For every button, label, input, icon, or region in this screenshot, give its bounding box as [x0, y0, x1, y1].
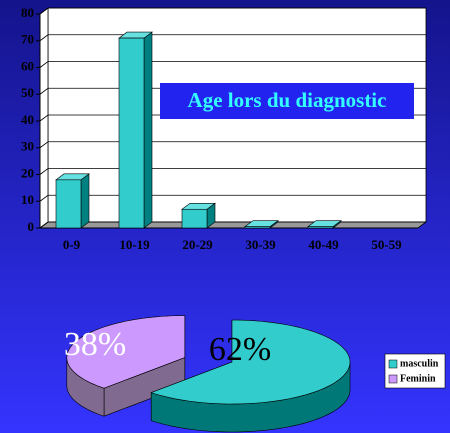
y-tick-label: 20	[21, 165, 34, 180]
bar	[55, 179, 82, 229]
bar-side	[143, 31, 153, 229]
x-tick-label: 40-49	[308, 237, 339, 252]
y-tick-label: 10	[21, 192, 34, 207]
title-box: Age lors du diagnostic	[160, 83, 414, 119]
grid-line	[39, 221, 426, 229]
pie-chart: 62% 38% masculin Feminin	[64, 315, 446, 433]
y-tick-label: 30	[21, 139, 34, 154]
bar-chart: 0 10 20 30 40 50 60 70 80 0-9 10-19 20-29 30-39 40-49…	[21, 5, 428, 252]
bar	[307, 226, 334, 229]
x-tick-label: 20-29	[182, 237, 213, 252]
grid-line	[39, 7, 426, 15]
bar	[181, 208, 208, 229]
data-label: 38%	[64, 326, 126, 363]
legend-label: Feminin	[400, 373, 436, 384]
floor	[38, 221, 428, 229]
slice	[66, 315, 186, 389]
x-tick-label: 50-59	[371, 237, 402, 252]
y-tick-label: 50	[21, 85, 34, 100]
title-background	[160, 83, 414, 119]
legend-swatch	[388, 374, 398, 384]
grid-line	[39, 141, 426, 149]
y-tick-label: 60	[21, 58, 34, 73]
chart-title: Age lors du diagnostic	[188, 88, 387, 112]
legend-swatch	[388, 359, 398, 369]
grid-line	[39, 194, 426, 202]
y-tick-label: 0	[28, 219, 35, 234]
bar	[244, 226, 271, 229]
bar	[118, 37, 145, 229]
grid-line	[39, 61, 426, 68]
x-tick-label: 30-39	[245, 237, 276, 252]
grid-line	[39, 34, 426, 42]
data-label: 62%	[209, 331, 271, 368]
bar-side	[80, 173, 90, 229]
grid-line	[39, 168, 426, 175]
legend-label: masculin	[400, 358, 439, 369]
x-tick-label: 0-9	[63, 237, 81, 252]
slice	[150, 319, 351, 405]
y-tick-label: 40	[21, 112, 34, 127]
y-tick-label: 80	[21, 5, 34, 20]
y-tick-label: 70	[21, 32, 34, 47]
x-tick-label: 10-19	[119, 237, 150, 252]
